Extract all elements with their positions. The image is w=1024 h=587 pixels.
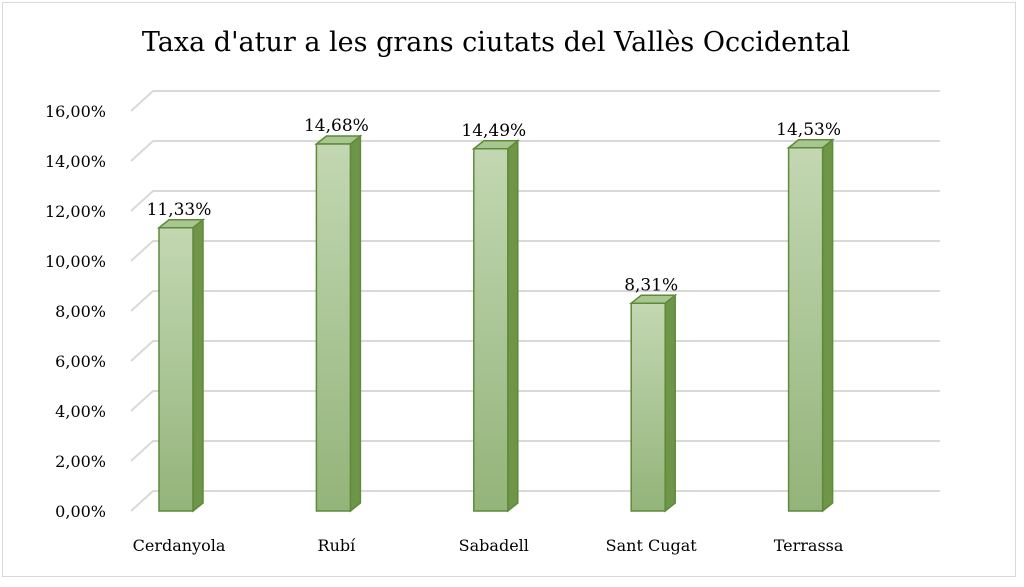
- gridline: [130, 490, 940, 512]
- chart-title: Taxa d'atur a les grans ciutats del Vall…: [142, 27, 850, 58]
- bar-front: [630, 302, 666, 512]
- bar-side: [192, 218, 204, 513]
- bar: [471, 139, 520, 513]
- bar-side: [349, 134, 362, 513]
- y-tick-label: 2,00%: [55, 452, 106, 471]
- gridline: [130, 90, 940, 112]
- x-tick-label: Sabadell: [459, 536, 529, 555]
- bar-side: [821, 138, 834, 513]
- gridline: [130, 340, 940, 362]
- bar: [156, 218, 206, 513]
- data-label: 8,31%: [624, 275, 678, 295]
- x-tick-label: Cerdanyola: [133, 536, 226, 555]
- y-tick-label: 14,00%: [45, 152, 106, 171]
- bars: [156, 134, 835, 513]
- y-tick-label: 8,00%: [55, 302, 106, 321]
- y-axis: 0,00% 2,00% 4,00% 6,00% 8,00% 10,00% 12,00% 14,…: [45, 102, 106, 521]
- data-label: 14,53%: [776, 120, 841, 140]
- y-tick-label: 4,00%: [55, 402, 106, 421]
- gridline: [130, 240, 940, 262]
- bar: [629, 293, 678, 513]
- bar-front: [787, 147, 824, 512]
- y-tick-label: 16,00%: [45, 102, 106, 121]
- bar: [314, 134, 363, 513]
- bar-front: [315, 143, 352, 512]
- chart-area: Taxa d'atur a les grans ciutats del Vall…: [2, 2, 1016, 577]
- gridline: [130, 390, 940, 412]
- x-tick-label: Rubí: [318, 536, 357, 555]
- bar: [786, 138, 835, 513]
- bar-front: [473, 148, 509, 512]
- x-tick-label: Terrassa: [774, 536, 844, 555]
- y-tick-label: 0,00%: [55, 502, 106, 521]
- bar-chart: Taxa d'atur a les grans ciutats del Vall…: [45, 27, 940, 555]
- gridline: [130, 440, 940, 462]
- bar-front: [158, 227, 194, 512]
- gridline: [130, 290, 940, 312]
- gridlines: [130, 90, 940, 512]
- x-tick-label: Sant Cugat: [606, 536, 698, 555]
- x-axis: Cerdanyola Rubí Sabadell Sant Cugat Terrassa: [133, 536, 844, 555]
- data-labels: 11,33% 14,68% 14,49% 8,31% 14,53%: [147, 116, 841, 295]
- y-tick-label: 10,00%: [45, 252, 106, 271]
- bar-side: [507, 139, 519, 513]
- bar-side: [664, 293, 676, 513]
- gridline: [130, 190, 940, 212]
- data-label: 14,68%: [304, 116, 369, 136]
- data-label: 11,33%: [147, 200, 212, 220]
- y-tick-label: 12,00%: [45, 202, 106, 221]
- y-tick-label: 6,00%: [55, 352, 106, 371]
- gridline: [130, 140, 940, 162]
- data-label: 14,49%: [461, 121, 526, 141]
